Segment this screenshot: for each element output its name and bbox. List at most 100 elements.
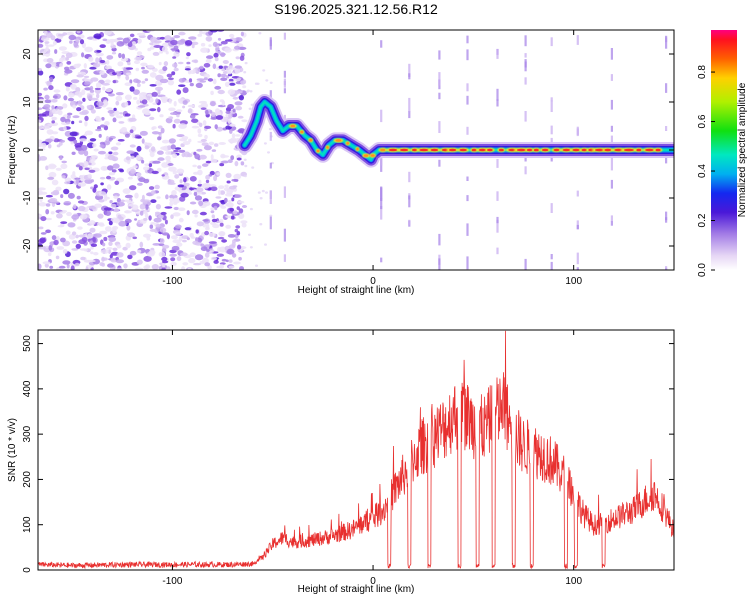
noise-speckle: [153, 45, 162, 48]
vertical-streak: [269, 39, 272, 47]
noise-speckle: [170, 112, 177, 115]
noise-speckle: [86, 155, 90, 162]
noise-speckle: [217, 236, 225, 240]
noise-speckle: [153, 217, 162, 223]
vertical-streak: [665, 83, 668, 93]
colorbar-ticks: 0.0 0.2 0.4 0.6 0.8: [697, 65, 715, 277]
noise-speckle: [153, 40, 162, 44]
noise-speckle: [263, 142, 267, 145]
noise-speckle: [96, 93, 100, 99]
noise-speckle: [136, 83, 141, 88]
noise-speckle: [225, 215, 233, 219]
noise-speckle: [150, 146, 156, 152]
snr-panel: -100 0 100 0 100 200 300 400 500 Height of stra…: [7, 329, 675, 595]
noise-speckle: [79, 111, 88, 115]
noise-speckle: [157, 136, 162, 141]
noise-speckle: [136, 259, 143, 265]
noise-speckle: [43, 104, 51, 109]
noise-speckle: [194, 254, 204, 261]
vertical-streak: [524, 111, 527, 122]
noise-speckle: [45, 138, 54, 143]
noise-speckle: [211, 111, 216, 117]
noise-speckle: [226, 202, 234, 208]
noise-speckle: [63, 201, 72, 206]
noise-speckle: [106, 175, 111, 180]
noise-speckle: [191, 209, 199, 215]
noise-speckle: [129, 79, 133, 84]
noise-speckle: [39, 197, 43, 203]
noise-speckle: [143, 255, 152, 262]
noise-speckle: [98, 133, 102, 138]
spectrogram-x-ticks: -100 0 100: [162, 30, 582, 287]
noise-speckle: [210, 221, 217, 226]
ridge-hotspot-core: [572, 148, 580, 152]
noise-speckle: [52, 95, 58, 99]
vertical-streak: [283, 70, 286, 78]
noise-speckle: [159, 114, 164, 118]
noise-speckle: [95, 117, 102, 123]
ridge-hotspot-core: [448, 148, 457, 152]
noise-speckle: [65, 52, 73, 59]
noise-speckle: [202, 257, 209, 264]
noise-speckle: [139, 130, 148, 136]
noise-speckle: [94, 203, 102, 208]
noise-speckle: [210, 101, 216, 107]
noise-speckle: [204, 252, 210, 258]
noise-speckle: [168, 107, 176, 112]
noise-speckle: [51, 235, 57, 241]
noise-speckle: [64, 130, 72, 137]
noise-speckle: [241, 205, 248, 208]
noise-speckle: [218, 189, 221, 196]
noise-speckle: [204, 134, 208, 140]
noise-speckle: [245, 90, 249, 93]
noise-speckle: [120, 199, 125, 203]
noise-speckle: [45, 165, 49, 171]
noise-speckle: [189, 201, 197, 205]
noise-speckle: [149, 151, 155, 158]
noise-speckle: [193, 191, 198, 197]
noise-speckle: [198, 104, 204, 108]
noise-speckle: [238, 94, 244, 101]
noise-speckle: [192, 164, 197, 168]
noise-speckle: [112, 80, 117, 84]
vertical-streak: [665, 35, 668, 49]
noise-speckle: [187, 192, 193, 195]
noise-speckle: [66, 61, 72, 65]
noise-speckle: [103, 236, 108, 242]
noise-speckle: [194, 195, 203, 201]
noise-speckle: [52, 40, 57, 46]
noise-speckle: [205, 179, 210, 184]
ridge-hotspot-core: [533, 148, 539, 152]
noise-speckle: [183, 151, 191, 158]
noise-speckle: [157, 150, 164, 155]
noise-speckle: [205, 223, 210, 229]
noise-speckle: [198, 122, 203, 128]
noise-speckle: [194, 214, 198, 218]
noise-speckle: [184, 68, 191, 71]
noise-speckle: [127, 254, 133, 260]
noise-speckle: [232, 108, 236, 113]
noise-speckle: [89, 227, 96, 233]
noise-speckle: [221, 258, 227, 262]
vertical-streak: [438, 159, 441, 167]
noise-speckle: [152, 160, 161, 164]
noise-speckle: [173, 45, 179, 50]
noise-speckle: [109, 200, 113, 204]
noise-speckle: [92, 236, 96, 243]
noise-speckle: [268, 127, 272, 131]
noise-speckle: [88, 56, 94, 62]
noise-speckle: [76, 30, 81, 34]
noise-speckle: [234, 45, 241, 50]
noise-speckle: [149, 108, 157, 112]
noise-speckle: [205, 174, 211, 180]
noise-speckle: [134, 192, 139, 199]
noise-speckle: [59, 211, 66, 214]
noise-speckle: [226, 189, 233, 195]
noise-speckle: [151, 264, 159, 270]
noise-speckle: [116, 197, 121, 203]
noise-speckle: [65, 230, 71, 235]
ridge-hotspot-core: [430, 148, 439, 152]
vertical-streak: [496, 219, 499, 233]
noise-speckle: [157, 157, 165, 161]
noise-speckle: [122, 37, 130, 44]
